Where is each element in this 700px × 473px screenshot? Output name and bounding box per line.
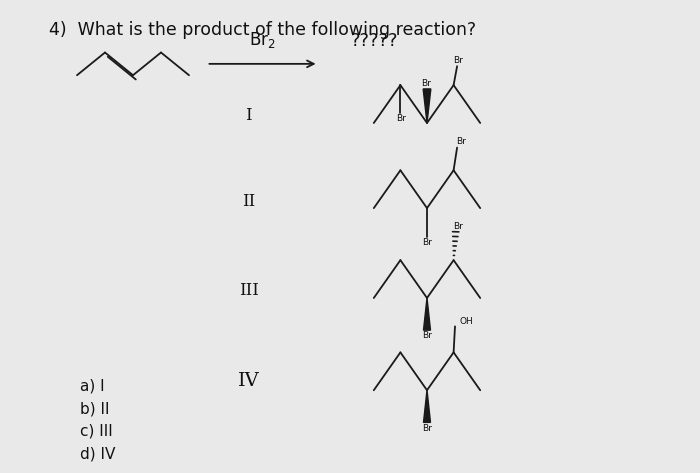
Text: ?????: ?????: [351, 32, 398, 50]
Text: OH: OH: [459, 317, 473, 326]
Text: Br: Br: [396, 114, 406, 123]
Text: III: III: [239, 282, 258, 299]
Text: II: II: [242, 193, 255, 210]
Polygon shape: [424, 390, 430, 422]
Text: 4)  What is the product of the following reaction?: 4) What is the product of the following …: [49, 21, 476, 39]
Text: Br: Br: [456, 137, 466, 147]
Text: d) IV: d) IV: [80, 447, 116, 462]
Text: Br: Br: [453, 221, 463, 231]
Text: Br: Br: [421, 79, 430, 88]
Text: I: I: [245, 107, 252, 124]
Text: Br: Br: [422, 423, 432, 433]
Text: Br: Br: [454, 56, 463, 65]
Text: b) II: b) II: [80, 401, 110, 416]
Text: a) I: a) I: [80, 378, 105, 394]
Text: Br: Br: [422, 237, 432, 247]
Text: IV: IV: [237, 372, 260, 390]
Polygon shape: [423, 89, 430, 123]
Text: Br: Br: [422, 331, 432, 341]
Text: $\mathregular{Br_2}$: $\mathregular{Br_2}$: [249, 30, 276, 50]
Polygon shape: [424, 298, 430, 330]
Text: c) III: c) III: [80, 424, 113, 439]
